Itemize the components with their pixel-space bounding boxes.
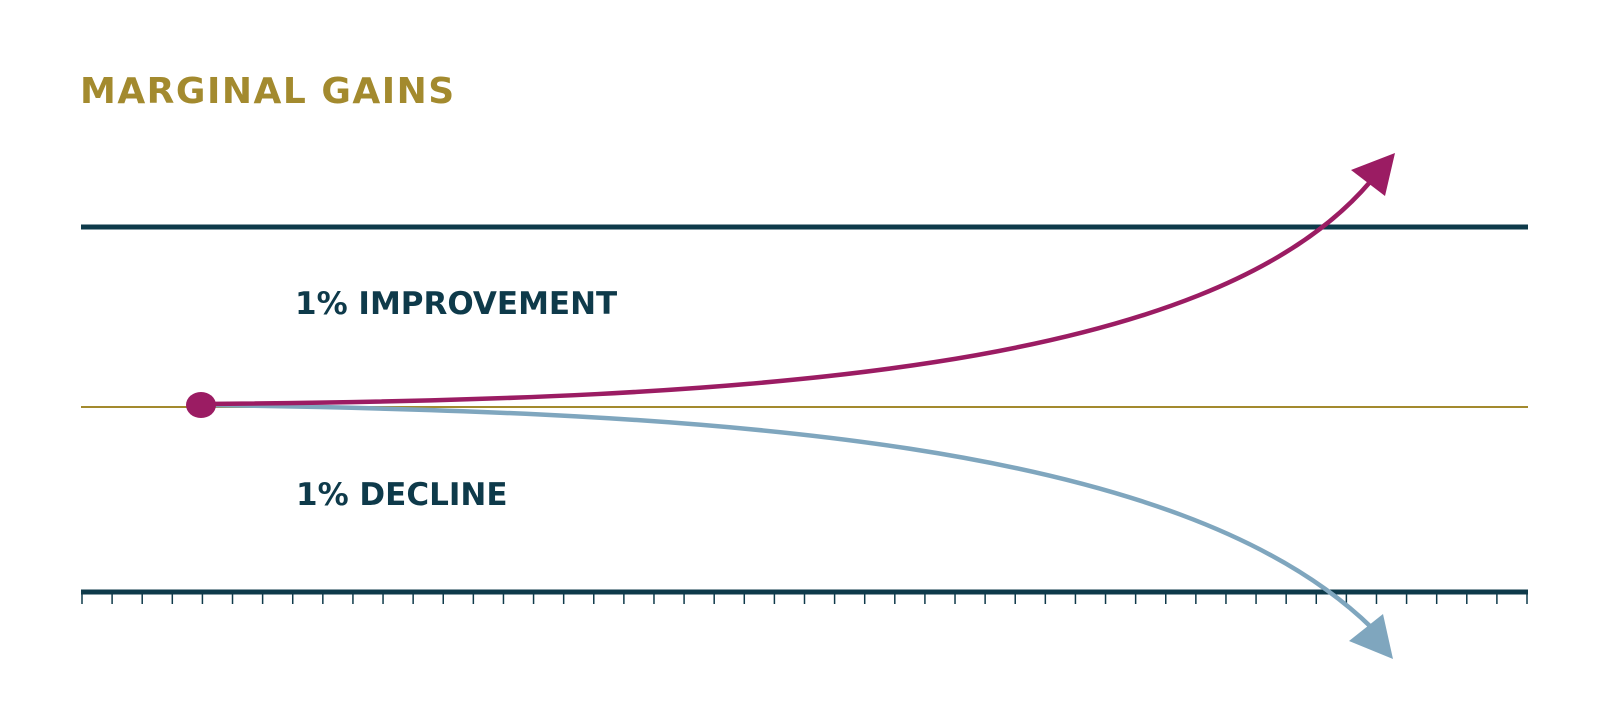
improvement-label: 1% IMPROVEMENT (295, 286, 618, 322)
decline-arrowhead (1349, 614, 1393, 659)
improvement-arrowhead (1351, 153, 1395, 196)
decline-curve (199, 402, 1375, 631)
page-title: MARGINAL GAINS (80, 71, 456, 112)
improvement-curve (199, 179, 1373, 407)
decline-label: 1% DECLINE (296, 477, 508, 513)
timeline-ticks (81, 594, 1528, 604)
start-point (186, 392, 216, 418)
